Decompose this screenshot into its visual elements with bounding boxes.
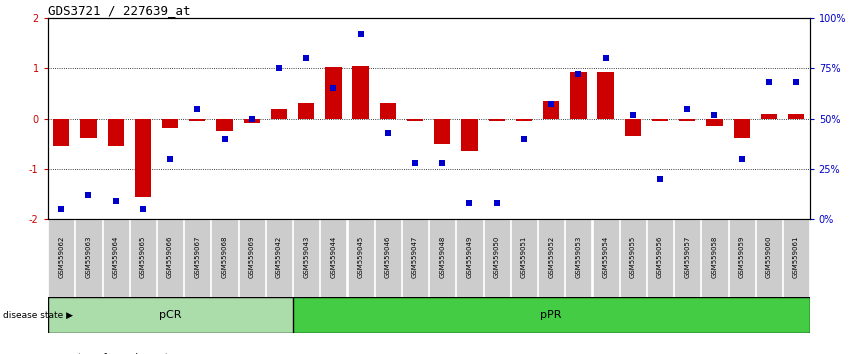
- Text: GSM559047: GSM559047: [412, 236, 418, 278]
- Bar: [107, 119, 124, 146]
- Text: ■: ■: [61, 353, 70, 354]
- Bar: [102, 219, 129, 297]
- Bar: [760, 114, 777, 119]
- Text: GSM559064: GSM559064: [113, 236, 119, 278]
- Text: GSM559051: GSM559051: [521, 236, 527, 278]
- Text: GSM559045: GSM559045: [358, 236, 364, 278]
- Bar: [624, 119, 641, 136]
- Text: GSM559063: GSM559063: [86, 236, 92, 278]
- Text: GSM559043: GSM559043: [303, 236, 309, 278]
- Bar: [402, 219, 428, 297]
- Text: disease state ▶: disease state ▶: [3, 310, 73, 320]
- Text: GSM559059: GSM559059: [739, 236, 745, 278]
- Bar: [488, 119, 505, 121]
- Text: pCR: pCR: [158, 310, 181, 320]
- Bar: [266, 219, 292, 297]
- Bar: [162, 119, 178, 128]
- Bar: [701, 219, 727, 297]
- Bar: [81, 119, 97, 138]
- Bar: [598, 72, 614, 119]
- Bar: [783, 219, 809, 297]
- Bar: [53, 119, 69, 146]
- Text: GSM559055: GSM559055: [630, 236, 636, 278]
- Text: GSM559062: GSM559062: [58, 236, 64, 278]
- Bar: [189, 119, 205, 121]
- Text: GSM559049: GSM559049: [467, 236, 473, 278]
- Text: GSM559054: GSM559054: [603, 236, 609, 278]
- Text: GSM559050: GSM559050: [494, 236, 500, 278]
- Bar: [788, 114, 805, 119]
- Bar: [239, 219, 265, 297]
- Text: GSM559056: GSM559056: [657, 236, 663, 278]
- Text: transformed count: transformed count: [78, 353, 169, 354]
- Text: pPR: pPR: [540, 310, 562, 320]
- Bar: [620, 219, 646, 297]
- Bar: [592, 219, 618, 297]
- Bar: [271, 108, 288, 119]
- Bar: [326, 67, 341, 119]
- Text: GSM559065: GSM559065: [140, 236, 145, 278]
- Bar: [75, 219, 101, 297]
- Text: GSM559068: GSM559068: [222, 236, 228, 278]
- Bar: [565, 219, 591, 297]
- Bar: [135, 119, 151, 197]
- Bar: [674, 219, 701, 297]
- Text: GSM559042: GSM559042: [276, 236, 282, 278]
- Bar: [538, 219, 565, 297]
- Bar: [293, 219, 320, 297]
- Text: GSM559066: GSM559066: [167, 236, 173, 278]
- Text: GSM559048: GSM559048: [439, 236, 445, 278]
- Bar: [434, 119, 450, 144]
- Bar: [347, 219, 374, 297]
- Text: GSM559060: GSM559060: [766, 236, 772, 278]
- Bar: [728, 219, 755, 297]
- Bar: [157, 219, 184, 297]
- Text: GSM559057: GSM559057: [684, 236, 690, 278]
- Bar: [756, 219, 782, 297]
- Bar: [647, 219, 673, 297]
- Text: GSM559069: GSM559069: [249, 236, 255, 278]
- Text: GSM559061: GSM559061: [793, 236, 799, 278]
- Bar: [570, 72, 586, 119]
- Text: GSM559053: GSM559053: [575, 236, 581, 278]
- Bar: [379, 103, 396, 119]
- Bar: [184, 219, 210, 297]
- Bar: [430, 219, 456, 297]
- Bar: [456, 219, 482, 297]
- Text: GSM559052: GSM559052: [548, 236, 554, 278]
- Text: GSM559046: GSM559046: [385, 236, 391, 278]
- Bar: [352, 65, 369, 119]
- Bar: [707, 119, 722, 126]
- Bar: [375, 219, 401, 297]
- Bar: [516, 119, 532, 121]
- Bar: [211, 219, 237, 297]
- Bar: [407, 119, 423, 121]
- Bar: [216, 119, 233, 131]
- Text: GSM559058: GSM559058: [712, 236, 717, 278]
- Text: GSM559044: GSM559044: [331, 236, 336, 278]
- Bar: [734, 119, 750, 138]
- Bar: [511, 219, 537, 297]
- Bar: [48, 297, 293, 333]
- Bar: [462, 119, 478, 152]
- Text: GSM559067: GSM559067: [194, 236, 200, 278]
- Bar: [320, 219, 346, 297]
- Bar: [679, 119, 695, 121]
- Bar: [298, 103, 314, 119]
- Bar: [48, 219, 74, 297]
- Bar: [293, 297, 810, 333]
- Text: GDS3721 / 227639_at: GDS3721 / 227639_at: [48, 4, 191, 17]
- Bar: [483, 219, 510, 297]
- Bar: [652, 119, 669, 121]
- Bar: [543, 101, 559, 119]
- Bar: [243, 119, 260, 122]
- Bar: [130, 219, 156, 297]
